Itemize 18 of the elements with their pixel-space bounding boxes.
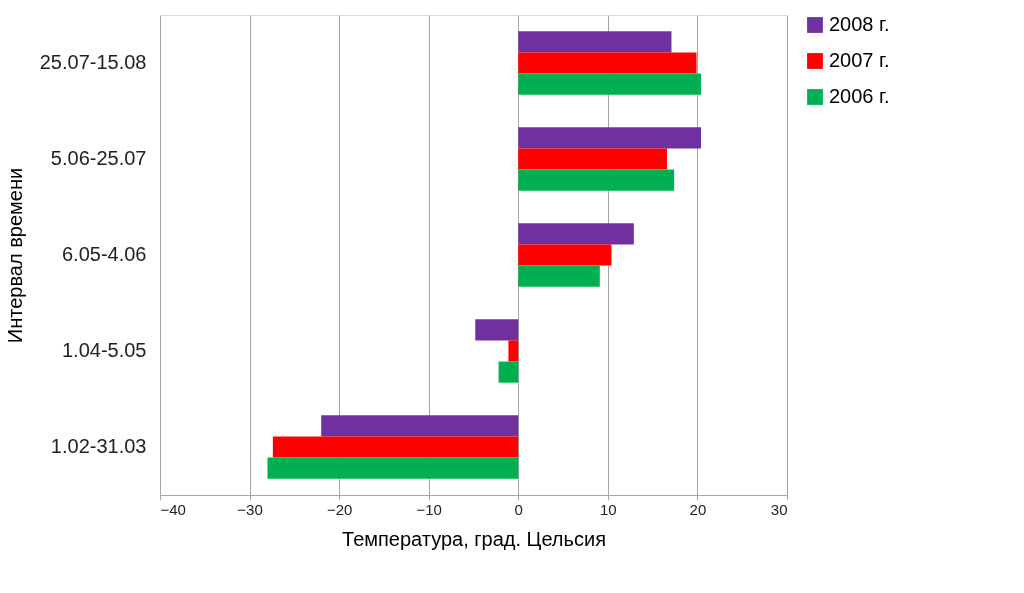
x-tick-label: −30 <box>237 500 263 518</box>
legend-label: 2007 г. <box>829 49 890 71</box>
x-tick-label: 30 <box>770 500 788 518</box>
x-tick-label: 20 <box>689 500 707 518</box>
x-tick-label: 0 <box>514 500 523 518</box>
x-tick-label: 10 <box>600 500 617 518</box>
legend-label: 2006 г. <box>829 85 890 107</box>
x-tick-label: −10 <box>416 500 442 518</box>
x-axis-title: Температура, град. Цельсия <box>342 527 606 550</box>
y-axis-title: Интервал времени <box>3 167 26 344</box>
y-tick-label: 1.02-31.03 <box>50 435 147 457</box>
x-tick-label: −20 <box>326 500 353 518</box>
legend-label: 2008 г. <box>829 13 890 35</box>
x-tick-label: −40 <box>160 500 186 518</box>
y-tick-label: 5.06-25.07 <box>50 147 147 169</box>
y-tick-label: 1.04-5.05 <box>61 339 147 361</box>
y-tick-label: 6.05-4.06 <box>61 243 147 265</box>
y-tick-label: 25.07-15.08 <box>39 51 147 73</box>
